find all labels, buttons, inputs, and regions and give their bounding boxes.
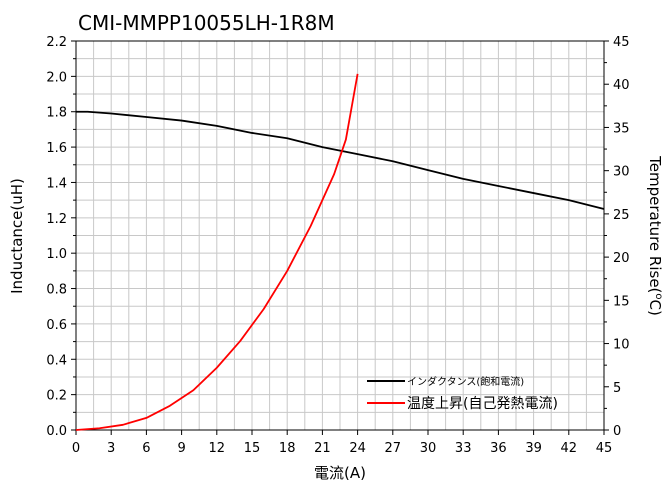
y-tick-label-left: 2.2 bbox=[46, 35, 67, 50]
x-tick-label: 18 bbox=[279, 441, 296, 456]
y-tick-label-right: 40 bbox=[613, 78, 630, 93]
y2-axis-label-prefix: Temperature Rise( bbox=[646, 155, 664, 293]
y-tick-label-right: 20 bbox=[613, 251, 630, 266]
y-tick-label-right: 0 bbox=[613, 424, 621, 439]
series-layer bbox=[75, 73, 605, 431]
y-tick-label-right: 45 bbox=[613, 35, 630, 50]
legend: インダクタンス(飽和電流) 温度上昇(自己発熱電流) bbox=[367, 375, 558, 412]
y-tick-label-left: 1.8 bbox=[46, 106, 67, 121]
y-tick-label-right: 25 bbox=[613, 208, 630, 223]
x-tick-label: 21 bbox=[314, 441, 331, 456]
y2-axis-label-unit: C) bbox=[646, 300, 664, 316]
x-tick-label: 6 bbox=[142, 441, 150, 456]
y-tick-label-left: 0.8 bbox=[46, 283, 67, 298]
x-tick-label: 30 bbox=[420, 441, 437, 456]
x-axis-label: 電流(A) bbox=[314, 464, 366, 482]
y-tick-label-left: 1.6 bbox=[46, 141, 67, 156]
legend-label-inductance: インダクタンス(飽和電流) bbox=[407, 375, 524, 388]
degree-symbol: o bbox=[653, 293, 664, 299]
x-tick-label: 42 bbox=[561, 441, 578, 456]
y-axis-label: Inductance(uH) bbox=[8, 178, 26, 294]
y-tick-label-right: 15 bbox=[613, 294, 630, 309]
x-tick-label: 36 bbox=[490, 441, 507, 456]
y-tick-label-left: 0.0 bbox=[46, 424, 67, 439]
x-tick-label: 0 bbox=[72, 441, 80, 456]
y-tick-label-right: 5 bbox=[613, 381, 621, 396]
x-tick-label: 15 bbox=[244, 441, 261, 456]
grid bbox=[76, 41, 604, 430]
y2-axis-label: Temperature Rise(oC) bbox=[646, 155, 664, 316]
y-tick-label-left: 1.0 bbox=[46, 247, 67, 262]
chart-title: CMI-MMPP10055LH-1R8M bbox=[78, 11, 335, 35]
legend-label-temperature: 温度上昇(自己発熱電流) bbox=[407, 396, 558, 412]
x-tick-label: 45 bbox=[596, 441, 613, 456]
y-tick-label-left: 1.4 bbox=[46, 176, 67, 191]
series-line-inductance bbox=[76, 110, 605, 210]
x-tick-label: 3 bbox=[107, 441, 115, 456]
x-tick-label: 33 bbox=[455, 441, 472, 456]
x-axis: 0 3 6 9 12 15 18 21 24 27 30 33 36 39 42 45 bbox=[72, 430, 612, 456]
y-tick-label-left: 2.0 bbox=[46, 70, 67, 85]
x-tick-label: 12 bbox=[209, 441, 226, 456]
x-tick-label: 9 bbox=[177, 441, 185, 456]
y-tick-label-left: 1.2 bbox=[46, 212, 67, 227]
y-axis-right: 0 5 10 15 20 25 30 35 40 45 bbox=[604, 35, 630, 439]
y-tick-label-right: 35 bbox=[613, 121, 630, 136]
x-tick-label: 27 bbox=[385, 441, 402, 456]
x-tick-label: 24 bbox=[349, 441, 366, 456]
y-tick-label-right: 10 bbox=[613, 338, 630, 353]
y-tick-label-left: 0.6 bbox=[46, 318, 67, 333]
y-tick-label-left: 0.2 bbox=[46, 389, 67, 404]
x-tick-label: 39 bbox=[525, 441, 542, 456]
series-line-temperature-rise bbox=[75, 73, 359, 431]
y-tick-label-left: 0.4 bbox=[46, 353, 67, 368]
y-axis-left: 0.0 0.2 0.4 0.6 0.8 1.0 1.2 1.4 1.6 1.8 2.0 2.2 bbox=[46, 35, 76, 439]
y-tick-label-right: 30 bbox=[613, 165, 630, 180]
